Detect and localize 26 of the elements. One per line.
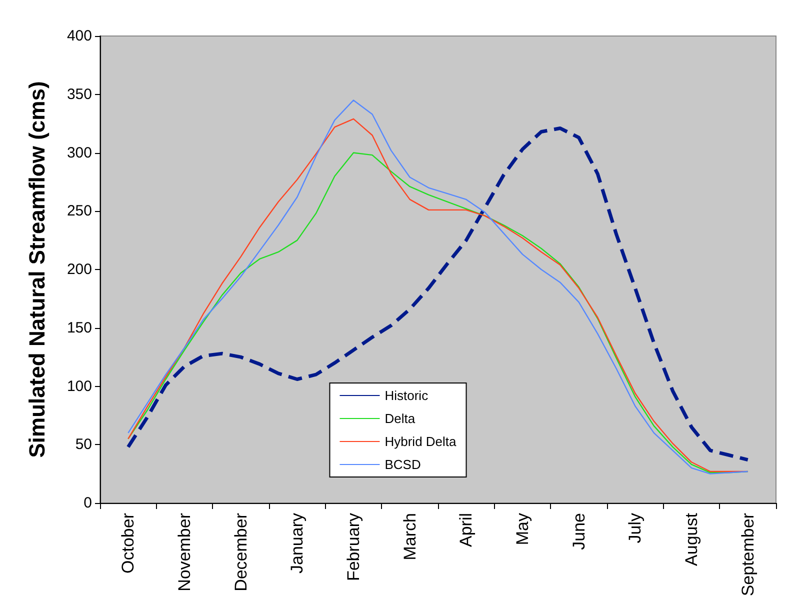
y-tick-label: 150 xyxy=(66,319,92,336)
y-axis-title: Simulated Natural Streamflow (cms) xyxy=(24,81,50,458)
y-tick-label: 400 xyxy=(66,28,92,44)
y-tick-label: 100 xyxy=(66,378,92,395)
x-tick-label: January xyxy=(288,512,307,574)
x-tick-label: August xyxy=(682,512,701,566)
legend-label: Historic xyxy=(384,388,429,403)
x-tick-label: September xyxy=(738,512,758,596)
y-tick-label: 200 xyxy=(66,261,92,278)
x-tick-label: April xyxy=(456,513,476,548)
legend-label: Delta xyxy=(384,411,416,426)
x-tick-label: June xyxy=(569,513,588,550)
y-tick-label: 50 xyxy=(75,436,92,454)
x-tick-label: November xyxy=(175,512,194,592)
x-tick-label: May xyxy=(513,512,532,546)
legend-label: Hybrid Delta xyxy=(384,434,458,449)
y-tick-label: 300 xyxy=(66,144,92,162)
y-tick-label: 350 xyxy=(66,86,92,103)
x-tick-label: July xyxy=(626,512,645,544)
x-tick-label: February xyxy=(344,512,363,582)
x-tick-label: December xyxy=(231,512,250,592)
y-tick-label: 0 xyxy=(84,494,92,512)
y-tick-label: 250 xyxy=(66,202,92,220)
legend-label: BCSD xyxy=(384,457,421,472)
x-tick-label: March xyxy=(400,513,420,560)
x-tick-label: October xyxy=(118,512,138,574)
